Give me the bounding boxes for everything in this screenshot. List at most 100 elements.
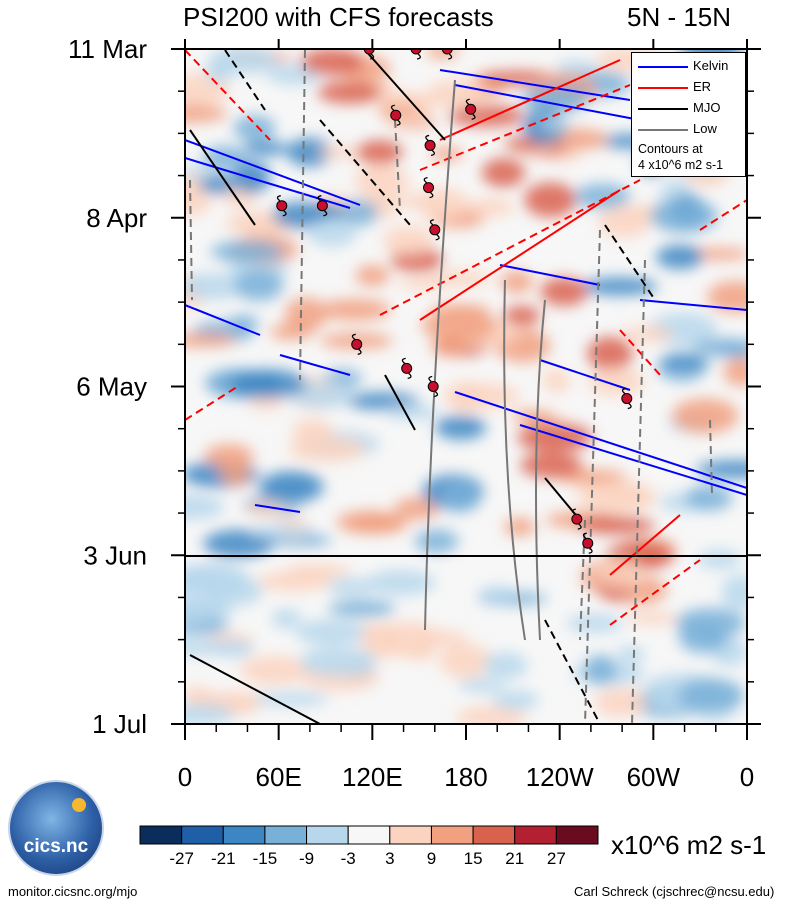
shading-cell xyxy=(185,596,205,628)
shading-cell xyxy=(286,137,333,167)
shading-cell xyxy=(430,336,467,357)
shading-cell xyxy=(581,277,658,296)
shading-cell xyxy=(625,611,679,625)
legend-label-er: ER xyxy=(693,79,712,94)
cyclone-arm xyxy=(429,192,434,199)
legend: Kelvin ER MJO Low Contours at 4 x10^6 m2… xyxy=(631,52,746,177)
cyclone-arm xyxy=(443,39,446,44)
colorbar-units: x10^6 m2 s-1 xyxy=(611,830,767,860)
shading-cell xyxy=(566,614,623,633)
x-tick-label: 60W xyxy=(627,762,681,792)
cyclone-core xyxy=(351,338,363,350)
shading-cell xyxy=(288,436,366,463)
shading-cell xyxy=(382,225,435,256)
shading-cell xyxy=(595,558,644,590)
cyclone-arm xyxy=(448,53,453,60)
contour-line xyxy=(424,79,456,631)
cyclone-arm xyxy=(429,219,434,226)
shading-cell xyxy=(185,188,212,217)
shading-cell xyxy=(198,175,237,194)
contour-line xyxy=(499,264,601,286)
shading-cell xyxy=(649,199,718,234)
legend-item-low: Low xyxy=(638,120,743,140)
x-tick-label: 60E xyxy=(256,762,302,792)
cyclone-core xyxy=(276,200,288,212)
cyclone-core xyxy=(423,182,435,194)
cyclone-core xyxy=(316,200,328,212)
colorbar-label: -15 xyxy=(253,849,278,868)
contour-line xyxy=(185,157,351,209)
contour-line xyxy=(699,199,747,231)
shading-cell xyxy=(524,182,577,218)
tropical-cyclone-icon xyxy=(390,104,402,126)
logo-text: cics.nc xyxy=(23,836,89,857)
shading-cell xyxy=(185,638,229,656)
cyclone-arm xyxy=(323,210,328,217)
cyclone-arm xyxy=(435,234,440,241)
tropical-cyclone-icon xyxy=(441,39,453,60)
tropical-cyclone-icon xyxy=(363,49,375,60)
cics-logo: cics.nc xyxy=(8,780,104,876)
colorbar-segment xyxy=(472,825,516,845)
shading-cell xyxy=(205,57,234,84)
shading-cell xyxy=(327,577,376,596)
shading-cell xyxy=(483,652,528,680)
cyclone-arm xyxy=(416,53,421,60)
shading-cell xyxy=(285,563,352,579)
contour-line xyxy=(609,559,701,626)
contour-line xyxy=(189,179,193,301)
contour-line xyxy=(185,304,261,336)
contour-line xyxy=(454,84,641,121)
contour-line xyxy=(364,49,446,141)
chart-region: 5N - 15N xyxy=(627,2,732,32)
cyclone-arm xyxy=(577,523,582,530)
shading-cell xyxy=(503,517,536,537)
shading-cell xyxy=(696,549,742,569)
cyclone-arm xyxy=(430,149,435,157)
contour-lines xyxy=(185,49,747,724)
cyclone-arm xyxy=(423,176,428,184)
colorbar-label: 27 xyxy=(547,849,566,868)
shading-cell xyxy=(210,240,285,263)
shading-cell xyxy=(622,325,674,343)
colorbar-label: 9 xyxy=(427,849,436,868)
tropical-cyclone-icon xyxy=(351,333,363,355)
contour-line xyxy=(419,189,621,321)
contour-line xyxy=(535,299,546,641)
x-tick-label: 120E xyxy=(342,762,403,792)
shading-cell xyxy=(479,585,516,601)
shading-cell xyxy=(300,49,365,76)
shading-cell xyxy=(220,459,251,487)
legend-item-er: ER xyxy=(638,78,743,98)
shading-cell xyxy=(259,471,324,503)
footer-url[interactable]: monitor.cicsnc.org/mjo xyxy=(8,884,138,899)
cyclone-core xyxy=(441,49,453,55)
contour-line xyxy=(189,129,256,226)
legend-label-low: Low xyxy=(693,121,717,136)
shading-cell xyxy=(578,481,657,514)
tropical-cyclone-icon xyxy=(429,219,441,241)
shading-cell xyxy=(397,193,436,209)
cyclone-core xyxy=(410,49,422,55)
shading-cell xyxy=(365,569,436,596)
shading-cell xyxy=(397,277,449,290)
colorbar-segment xyxy=(139,825,183,845)
cyclone-arm xyxy=(434,390,439,398)
legend-note-line1: Contours at xyxy=(638,142,703,156)
logo-sun-icon xyxy=(72,798,86,812)
contour-line xyxy=(254,504,301,513)
shading-cell xyxy=(185,703,235,724)
cyclone-core xyxy=(429,224,441,236)
cyclone-arm xyxy=(428,375,433,383)
contour-line xyxy=(185,49,271,141)
colorbar-segment xyxy=(430,825,474,845)
cyclone-core xyxy=(427,381,439,392)
shading-cell xyxy=(481,158,525,188)
cyclone-core xyxy=(465,103,477,115)
shading-cell xyxy=(521,85,590,113)
cyclone-arm xyxy=(582,532,587,539)
cyclone-arm xyxy=(317,195,322,202)
legend-note-line2: 4 x10^6 m2 s-1 xyxy=(638,158,724,172)
shading-cell xyxy=(233,115,276,142)
colorbar-segment xyxy=(222,825,266,845)
